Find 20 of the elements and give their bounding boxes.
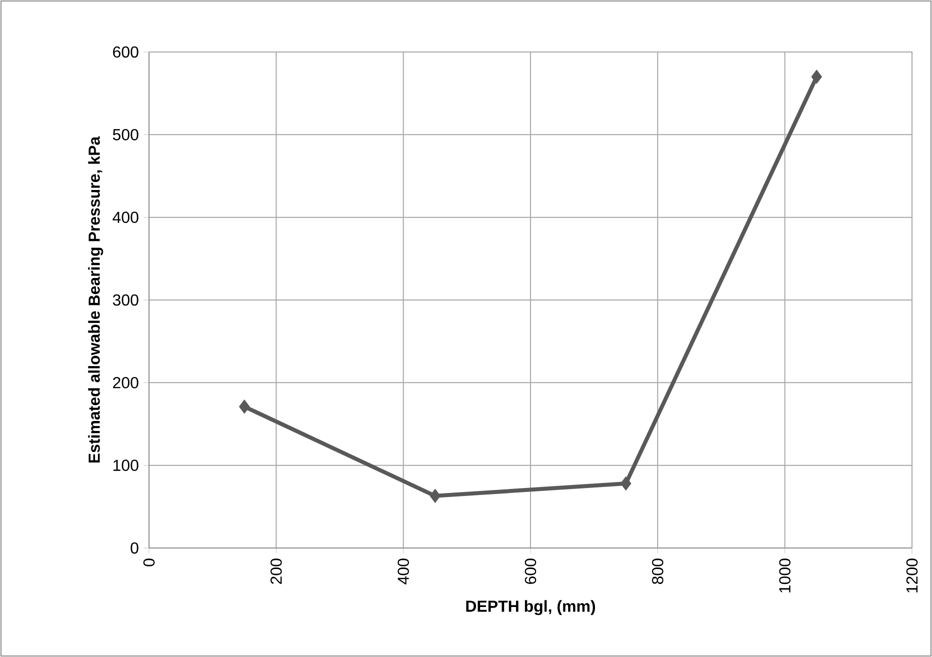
x-axis-title: DEPTH bgl, (mm) bbox=[466, 600, 596, 616]
y-tick-label: 200 bbox=[113, 377, 138, 388]
y-axis-title: Estimated allowable Bearing Pressure, kPa bbox=[88, 136, 104, 463]
y-tick-label: 500 bbox=[112, 129, 138, 140]
point bbox=[239, 400, 250, 414]
y-tick-label: 0 bbox=[130, 542, 138, 554]
x-tick-label: 600 bbox=[524, 558, 536, 584]
y-tick-label: 300 bbox=[112, 294, 138, 306]
x-tick-label: 800 bbox=[652, 558, 664, 584]
x-tick-label: 1200 bbox=[906, 558, 918, 592]
point bbox=[811, 70, 822, 84]
x-tick-label: 1000 bbox=[779, 558, 790, 592]
x-tick-label: 0 bbox=[143, 558, 155, 566]
point bbox=[620, 476, 632, 491]
y-tick-label: 400 bbox=[112, 212, 138, 223]
x-tick-label: 200 bbox=[270, 558, 282, 584]
x-tick-label: 400 bbox=[398, 558, 409, 584]
y-tick-label: 600 bbox=[113, 46, 138, 58]
point bbox=[430, 488, 440, 503]
y-tick-label: 100 bbox=[113, 460, 138, 471]
